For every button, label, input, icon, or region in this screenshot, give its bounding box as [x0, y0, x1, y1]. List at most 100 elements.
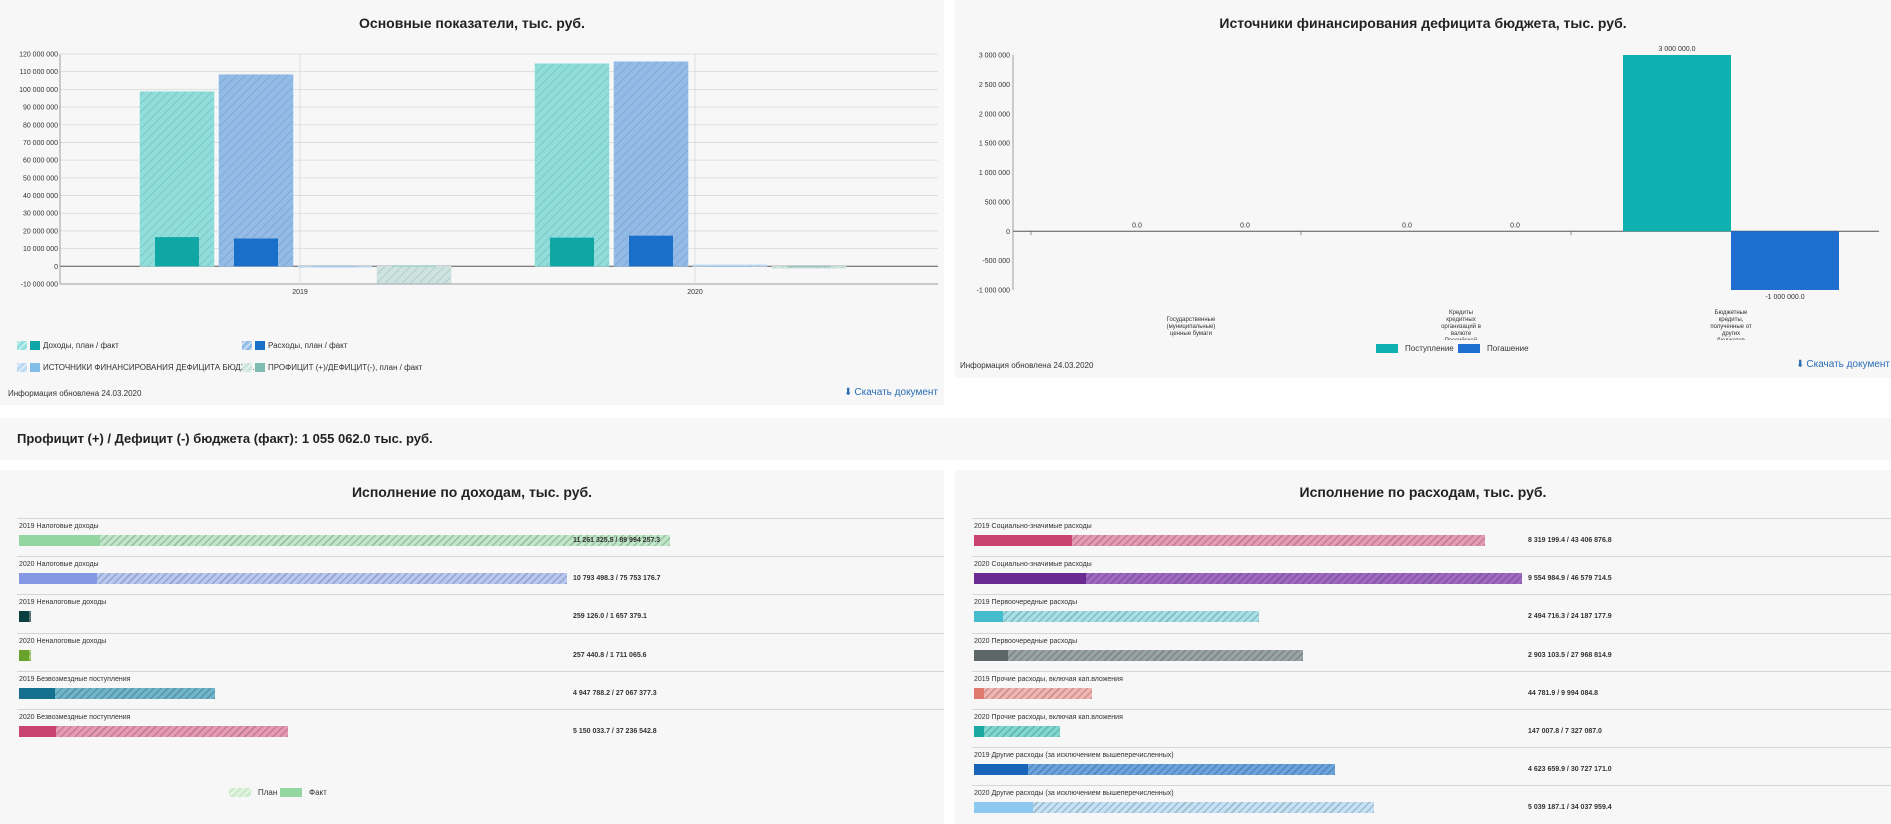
- plan-bar: [974, 726, 1061, 737]
- y-tick-label: 2 000 000: [979, 111, 1010, 118]
- progress-bar: [19, 611, 31, 623]
- main-chart-title: Основные показатели, тыс. руб.: [359, 15, 585, 31]
- legend-label: ПРОФИЦИТ (+)/ДЕФИЦИТ(-), план / факт: [268, 363, 423, 372]
- legend-swatch: [1376, 344, 1398, 353]
- row-value: 8 319 199.4 / 43 406 876.8: [1528, 537, 1612, 544]
- fact-bar: [19, 611, 29, 623]
- legend-label: Доходы, план / факт: [43, 341, 119, 350]
- plan-bar: [974, 764, 1336, 776]
- execution-row[interactable]: 2020 Другие расходы (за исключением выше…: [972, 785, 1891, 823]
- legend-swatch: [280, 788, 302, 797]
- plan-bar: [19, 687, 215, 699]
- download-link[interactable]: ⬇ Скачать документ: [844, 387, 938, 398]
- row-value: 44 781.9 / 9 994 084.8: [1528, 689, 1599, 697]
- row-value: 10 793 498.3 / 75 753 176.7: [573, 575, 661, 583]
- execution-row[interactable]: 2019 Первоочередные расходы 2 494 716.3 /…: [972, 594, 1891, 632]
- row-value: 5 039 187.1 / 34 037 959.4: [1528, 804, 1612, 812]
- fact-bar: [629, 235, 673, 267]
- legend-swatch-fact: [30, 341, 40, 350]
- plan-bar: [218, 74, 294, 267]
- row-label: 2019 Социально-значимые расходы: [974, 523, 1092, 530]
- plan-bar: [974, 687, 1092, 699]
- fact-bar: [19, 726, 57, 737]
- y-tick-label: 3 000 000: [979, 53, 1010, 60]
- plan-bar: [534, 63, 610, 267]
- plan-bar: [692, 264, 768, 267]
- fact-bar: [19, 649, 29, 661]
- row-value: 2 494 716.3 / 24 187 177.9: [1528, 613, 1612, 621]
- x-tick-label: организаций в: [1441, 323, 1481, 330]
- y-tick-label: 120 000 000: [19, 52, 58, 59]
- row-value: 257 440.8 / 1 711 065.6: [573, 651, 647, 659]
- execution-row[interactable]: 2019 Безвозмездные поступления 4 947 788.…: [17, 670, 944, 709]
- execution-row[interactable]: 2019 Неналоговые доходы 259 126.0 / 1 657…: [17, 594, 944, 632]
- y-tick-label: 90 000 000: [23, 105, 58, 112]
- execution-row[interactable]: 2020 Налоговые доходы 10 793 498.3 / 75 7…: [17, 556, 944, 594]
- progress-bar: [974, 611, 1259, 623]
- plan-bar: [19, 535, 671, 546]
- legend-label: Факт: [309, 788, 327, 797]
- legend-item-inflow[interactable]: Поступление: [1376, 344, 1454, 353]
- download-label: Скачать документ: [1806, 359, 1890, 370]
- deficit-summary: Профицит (+) / Дефицит (-) бюджета (факт…: [17, 431, 433, 446]
- execution-row[interactable]: 2020 Прочие расходы, включая кап.вложени…: [972, 709, 1891, 747]
- legend-item-surplus[interactable]: ПРОФИЦИТ (+)/ДЕФИЦИТ(-), план / факт: [242, 363, 422, 372]
- plan-bar: [974, 573, 1522, 585]
- data-label: -1 000 000.0: [1765, 294, 1804, 301]
- legend-item-sources[interactable]: ИСТОЧНИКИ ФИНАНСИРОВАНИЯ ДЕФИЦИТА БЮДЖ..…: [17, 363, 255, 372]
- fact-bar: [19, 687, 55, 699]
- fact-bar: [234, 238, 278, 267]
- row-label: 2019 Прочие расходы, включая кап.вложени…: [974, 675, 1123, 683]
- data-label: 0.0: [1132, 222, 1142, 229]
- fact-bar: [974, 573, 1087, 585]
- source-bar: [1731, 231, 1839, 290]
- fact-bar: [550, 237, 594, 267]
- income-title: Исполнение по доходам, тыс. руб.: [351, 484, 593, 500]
- row-label: 2020 Неналоговые доходы: [19, 637, 107, 645]
- execution-row[interactable]: 2020 Социально-значимые расходы 9 554 984…: [972, 556, 1891, 594]
- execution-row[interactable]: 2019 Другие расходы (за исключением выше…: [972, 747, 1891, 785]
- y-tick-label: 80 000 000: [23, 122, 58, 129]
- row-label: 2020 Безвозмездные поступления: [19, 714, 131, 721]
- legend-item-repayment[interactable]: Погашение: [1458, 344, 1529, 353]
- row-value: 11 261 325.5 / 89 994 257.3: [573, 537, 661, 544]
- x-tick-label: валюте: [1451, 331, 1472, 337]
- execution-row[interactable]: 2019 Налоговые доходы 11 261 325.5 / 89 9…: [17, 518, 944, 556]
- legend-item-income[interactable]: Доходы, план / факт: [17, 341, 119, 350]
- x-tick-label: кредиты,: [1719, 317, 1744, 323]
- financing-sources-chart: -1 000 000 -500 000 0 500 000 1 000 000 1 500…: [977, 46, 1879, 340]
- fact-bar: [708, 266, 752, 267]
- plan-bar: [613, 61, 689, 267]
- y-tick-label: 40 000 000: [23, 193, 58, 200]
- legend-swatch-fact: [255, 363, 265, 372]
- row-value: 147 007.8 / 7 327 087.0: [1528, 728, 1602, 735]
- execution-row[interactable]: 2020 Неналоговые доходы 257 440.8 / 1 711…: [17, 632, 944, 671]
- execution-row[interactable]: 2020 Безвозмездные поступления 5 150 033.…: [17, 709, 944, 747]
- y-tick-label: 1 000 000: [979, 170, 1010, 177]
- legend-item-fact[interactable]: Факт: [280, 788, 327, 797]
- legend-item-plan[interactable]: План: [229, 788, 277, 797]
- fact-bar: [974, 726, 984, 737]
- fact-bar: [787, 266, 831, 268]
- progress-bar: [19, 726, 289, 737]
- legend-item-expense[interactable]: Расходы, план / факт: [242, 341, 347, 350]
- progress-bar: [974, 687, 1092, 699]
- row-label: 2019 Другие расходы (за исключением выше…: [974, 752, 1174, 760]
- execution-row[interactable]: 2019 Прочие расходы, включая кап.вложени…: [972, 670, 1891, 709]
- x-tick-label: Бюджетные: [1715, 310, 1748, 316]
- x-tick-label: (муниципальные): [1167, 324, 1216, 330]
- x-tick-label: 2019: [292, 289, 308, 296]
- progress-bar: [974, 649, 1304, 661]
- execution-row[interactable]: 2019 Социально-значимые расходы 8 319 199…: [972, 518, 1891, 556]
- progress-bar: [974, 802, 1375, 814]
- fact-bar: [19, 573, 98, 585]
- fact-bar: [155, 237, 199, 267]
- legend-label: Погашение: [1487, 344, 1529, 353]
- download-link[interactable]: ⬇ Скачать документ: [1796, 359, 1890, 370]
- plan-bar: [771, 266, 847, 269]
- update-info: Информация обновлена 24.03.2020: [8, 389, 142, 398]
- execution-row[interactable]: 2020 Первоочередные расходы 2 903 103.5 /…: [972, 632, 1891, 671]
- x-tick-label: Кредиты: [1449, 310, 1473, 316]
- legend-label: ИСТОЧНИКИ ФИНАНСИРОВАНИЯ ДЕФИЦИТА БЮДЖ..…: [43, 363, 255, 372]
- progress-bar: [19, 649, 32, 661]
